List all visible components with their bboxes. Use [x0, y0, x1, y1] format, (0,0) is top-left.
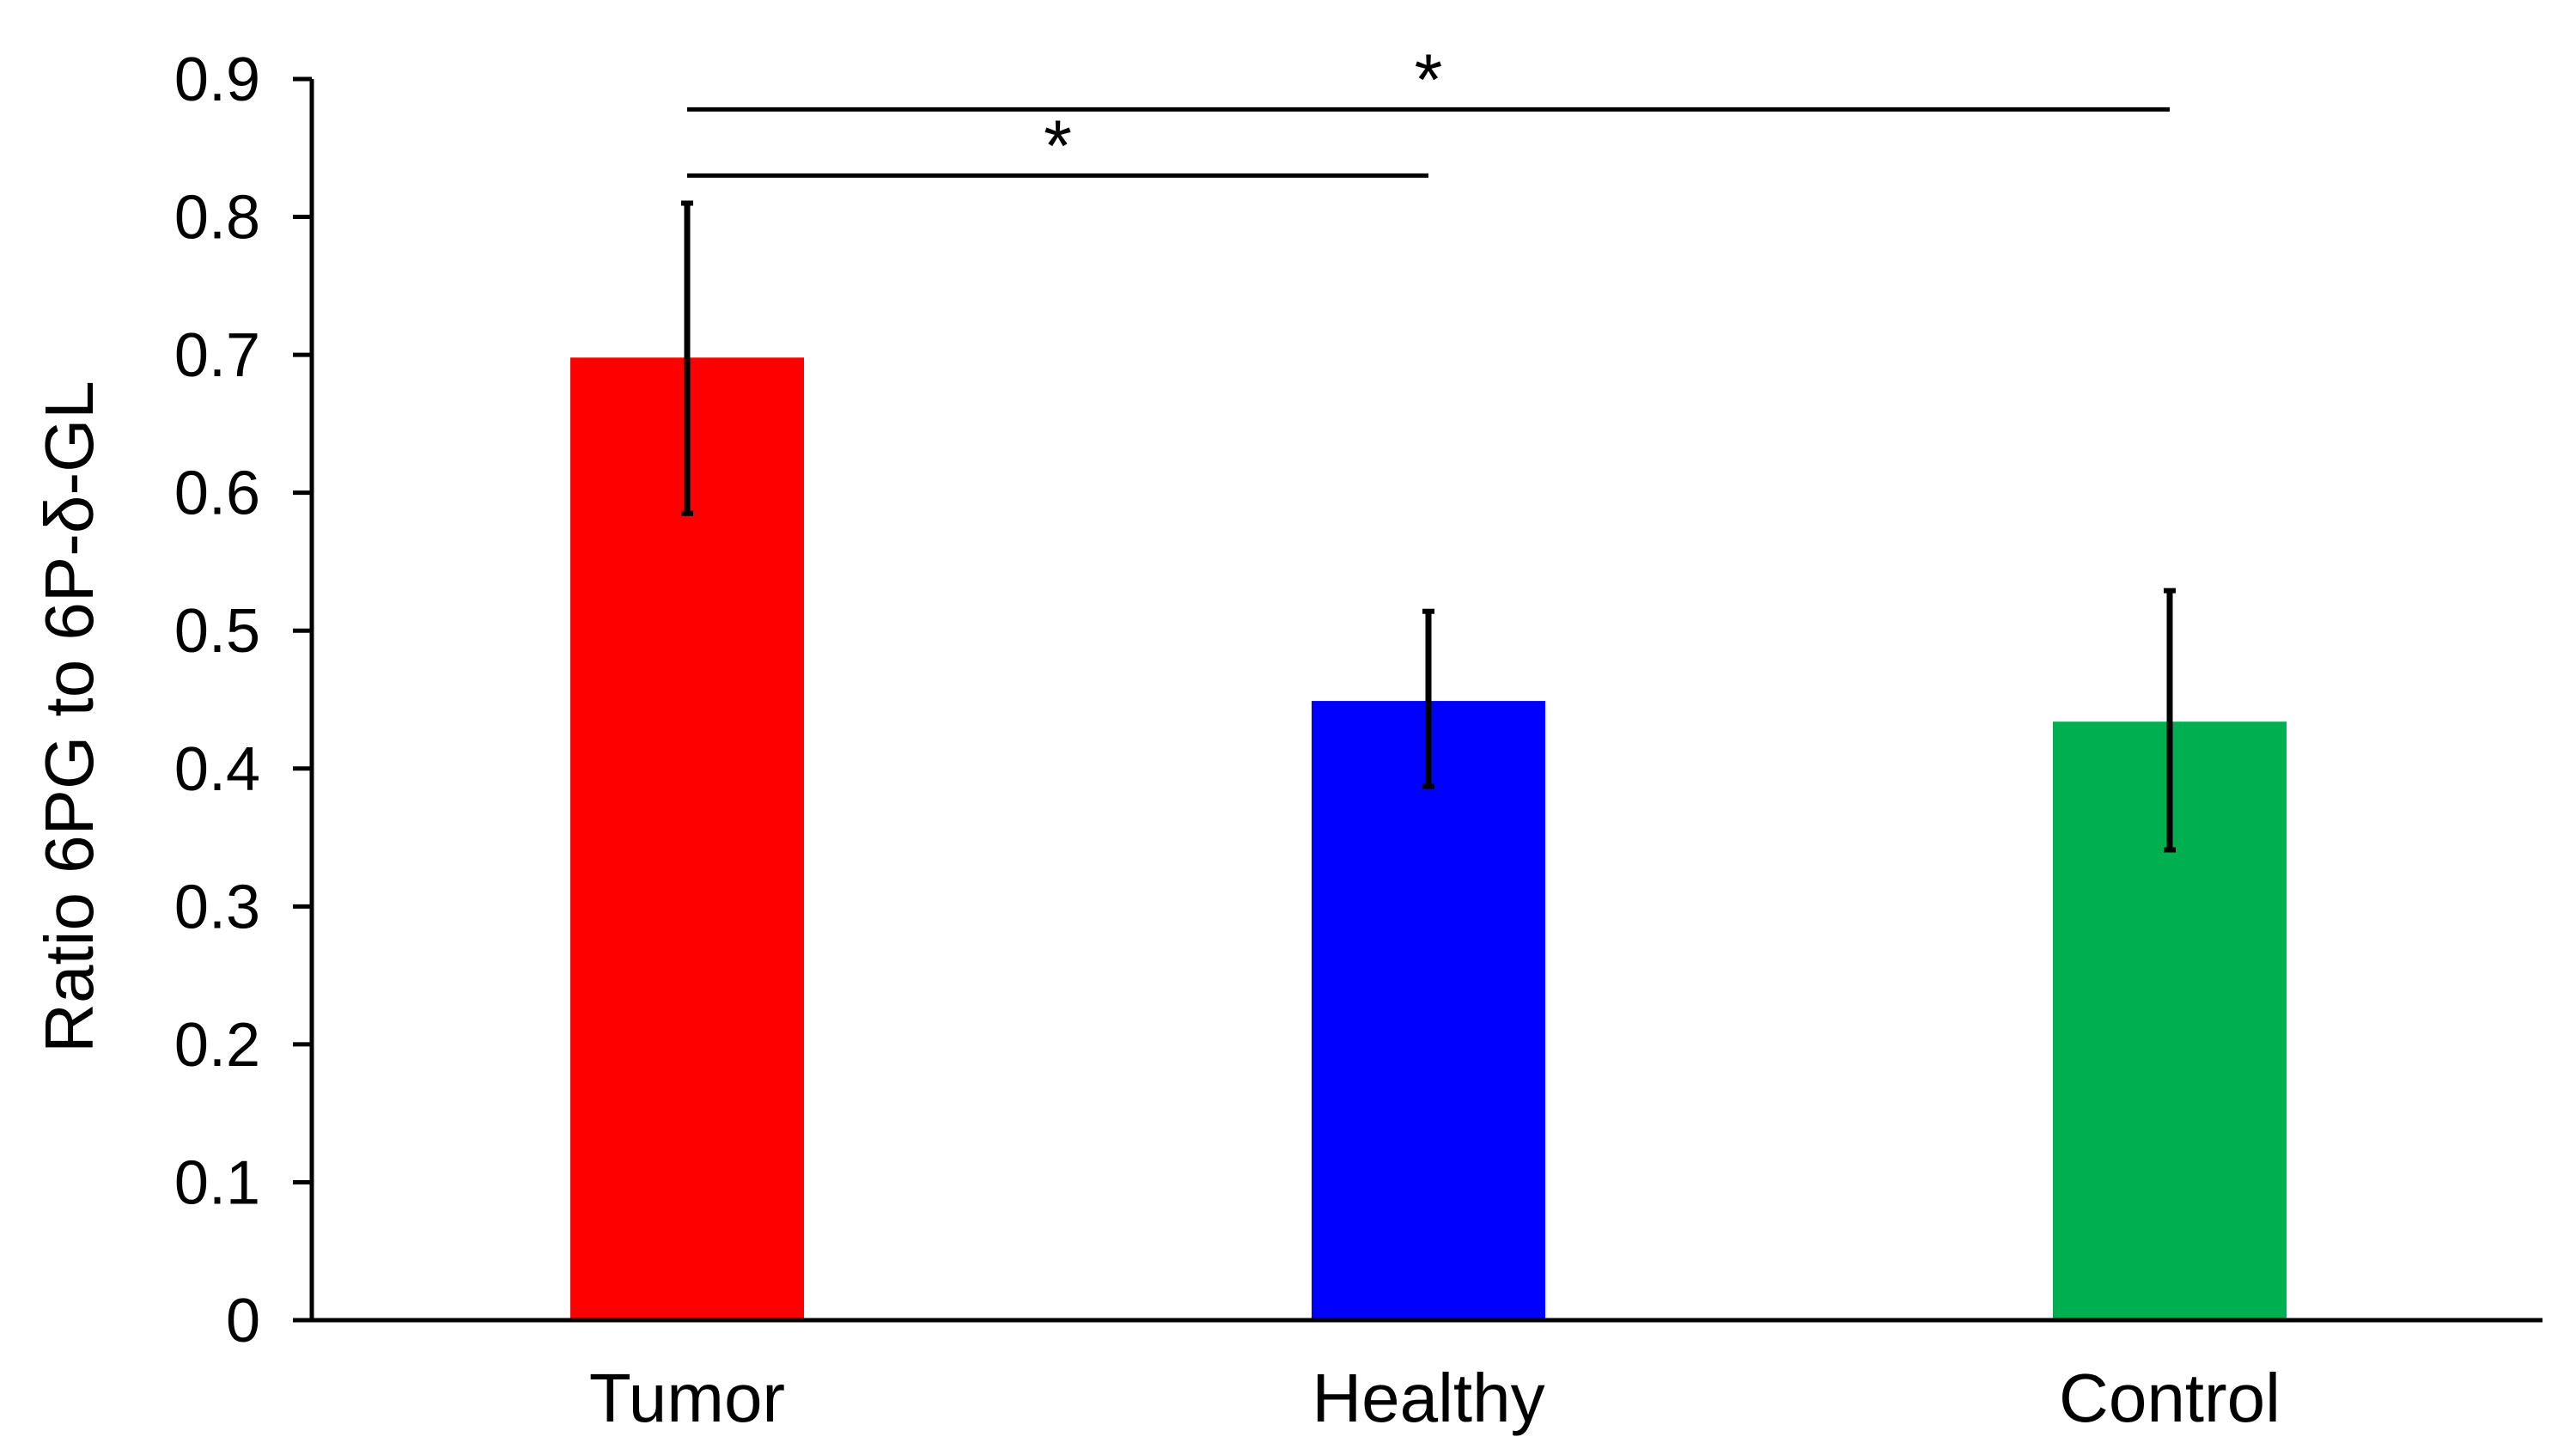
significance-star-0: *: [1044, 105, 1072, 186]
y-tick-label: 0.1: [174, 1148, 260, 1217]
y-tick-label: 0: [226, 1287, 260, 1355]
x-category-label-tumor: Tumor: [589, 1360, 785, 1436]
error-bars: [681, 200, 2176, 853]
error-bar-control: [2164, 588, 2176, 853]
y-tick-label: 0.7: [174, 321, 260, 390]
y-tick-label: 0.3: [174, 873, 260, 941]
y-axis-label: Ratio 6PG to 6P-δ-GL: [31, 381, 107, 1053]
bar-tumor: [570, 357, 804, 1320]
significance-brackets: **: [687, 39, 2170, 186]
error-bar-healthy: [1422, 608, 1434, 789]
x-category-label-control: Control: [2059, 1360, 2281, 1436]
y-tick-label: 0.8: [174, 184, 260, 253]
x-category-label-healthy: Healthy: [1312, 1360, 1544, 1436]
y-axis-ticks: 0 0.1 0.2 0.3 0.4 0.5 0.6 0.7 0.8 0.9: [174, 46, 312, 1355]
x-axis-categories: Tumor Healthy Control: [589, 1360, 2281, 1436]
y-tick-label: 0.2: [174, 1011, 260, 1080]
y-tick-label: 0.4: [174, 735, 260, 804]
significance-star-1: *: [1415, 39, 1443, 119]
bars: [570, 357, 2287, 1320]
bar-healthy: [1312, 701, 1545, 1320]
y-tick-label: 0.6: [174, 460, 260, 528]
error-bar-tumor: [681, 200, 693, 516]
y-tick-label: 0.9: [174, 46, 260, 114]
y-tick-label: 0.5: [174, 597, 260, 666]
